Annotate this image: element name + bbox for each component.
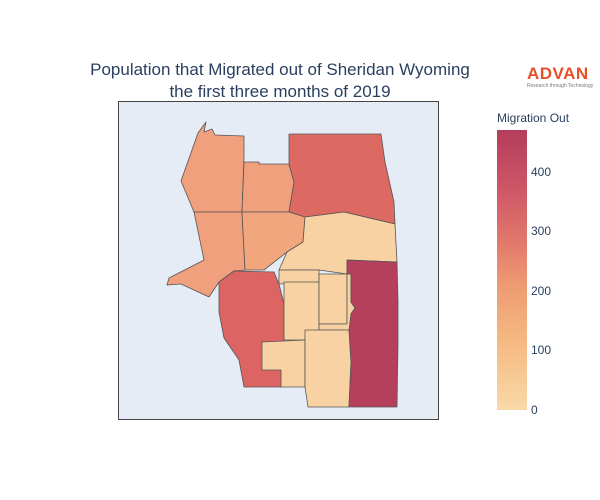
region-south[interactable] xyxy=(304,329,352,408)
region-east[interactable] xyxy=(346,259,399,408)
choropleth-map[interactable] xyxy=(118,101,439,420)
region-south-central-b[interactable] xyxy=(318,273,348,325)
colorbar xyxy=(497,130,527,410)
logo-tagline: Research through Technology xyxy=(527,83,594,89)
region-northeast[interactable] xyxy=(288,133,396,225)
region-northwest[interactable] xyxy=(180,121,245,213)
advan-logo: ADVAN Research through Technology xyxy=(527,65,597,90)
colorbar-tick-0: 0 xyxy=(531,403,538,417)
colorbar-tick-200: 200 xyxy=(531,283,552,298)
colorbar-tick-300: 300 xyxy=(531,224,552,239)
colorbar-tick-400: 400 xyxy=(531,164,552,179)
colorbar-title: Migration Out xyxy=(497,111,570,125)
chart-title-line-1: Population that Migrated out of Sheridan… xyxy=(90,60,470,79)
region-north-central[interactable] xyxy=(241,161,295,213)
map-svg xyxy=(166,121,399,408)
colorbar-tick-100: 100 xyxy=(531,343,552,358)
chart-title-line-2: the first three months of 2019 xyxy=(169,82,391,101)
chart-title: Population that Migrated out of Sheridan… xyxy=(40,59,520,103)
logo-wordmark: ADVAN xyxy=(527,64,589,83)
